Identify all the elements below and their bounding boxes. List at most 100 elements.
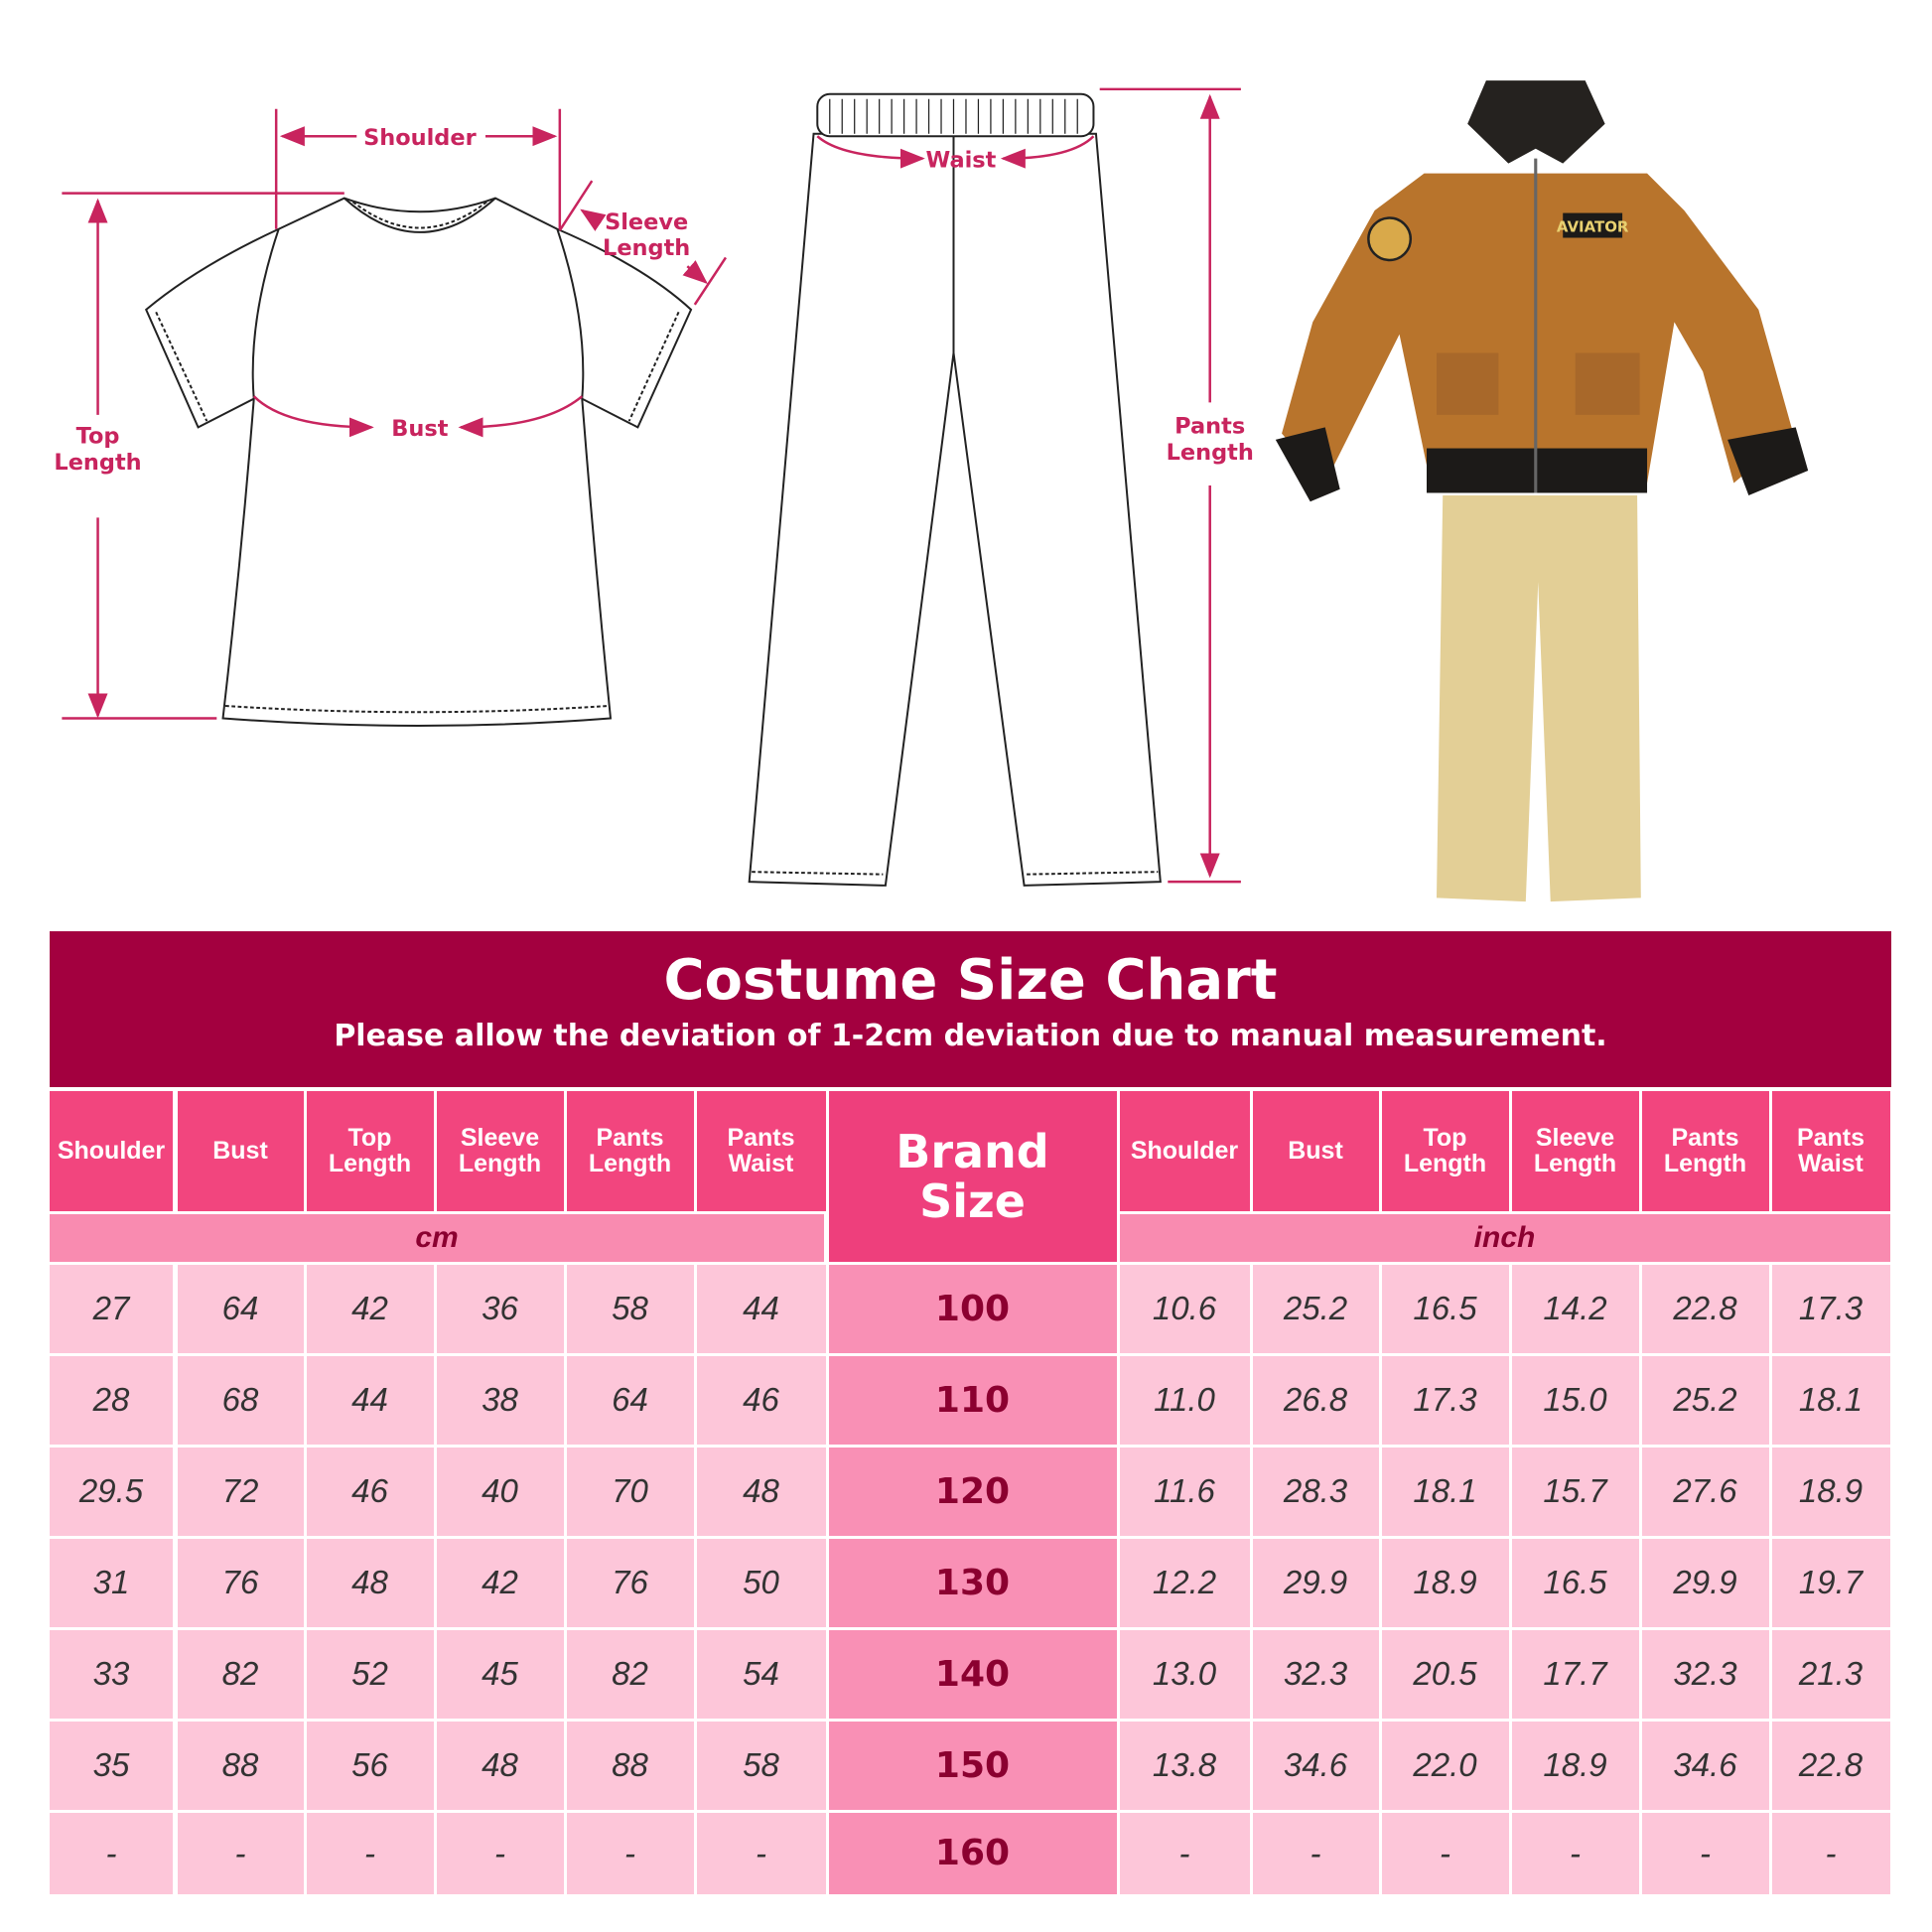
table-cell-inch: - — [1771, 1812, 1890, 1894]
table-cell-inch: 18.9 — [1381, 1538, 1509, 1627]
header-inch-3: Sleeve Length — [1511, 1090, 1639, 1211]
table-cell-cm: 42 — [436, 1538, 564, 1627]
table-cell-brand-size: 110 — [828, 1355, 1117, 1445]
table-cell-cm: 36 — [436, 1264, 564, 1353]
header-inch-4: Pants Length — [1641, 1090, 1769, 1211]
table-cell-cm: 48 — [436, 1721, 564, 1810]
table-cell-brand-size: 130 — [828, 1538, 1117, 1627]
top-length-label-2: Length — [54, 450, 141, 476]
table-cell-inch: 32.3 — [1252, 1629, 1379, 1719]
unit-inch: inch — [1119, 1213, 1890, 1262]
table-cell-inch: 18.1 — [1771, 1355, 1890, 1445]
unit-cm: cm — [50, 1213, 824, 1262]
table-cell-cm: 76 — [177, 1538, 304, 1627]
table-cell-cm: 88 — [566, 1721, 694, 1810]
table-cell-inch: - — [1641, 1812, 1769, 1894]
table-cell-inch: 10.6 — [1119, 1264, 1250, 1353]
table-cell-cm: 54 — [696, 1629, 826, 1719]
table-cell-inch: 16.5 — [1511, 1538, 1639, 1627]
table-cell-cm: 64 — [566, 1355, 694, 1445]
table-cell-inch: - — [1119, 1812, 1250, 1894]
table-cell-cm: 45 — [436, 1629, 564, 1719]
chart-banner: Costume Size Chart Please allow the devi… — [50, 931, 1891, 1087]
table-cell-inch: - — [1381, 1812, 1509, 1894]
table-cell-cm: 35 — [50, 1721, 173, 1810]
header-inch-2: Top Length — [1381, 1090, 1509, 1211]
table-cell-inch: 20.5 — [1381, 1629, 1509, 1719]
header-inch-1: Bust — [1252, 1090, 1379, 1211]
chart-subtitle: Please allow the deviation of 1-2cm devi… — [334, 1019, 1607, 1053]
table-cell-inch: 11.0 — [1119, 1355, 1250, 1445]
table-cell-cm: 58 — [696, 1721, 826, 1810]
patch-label: AVIATOR — [1557, 217, 1629, 235]
table-cell-cm: 44 — [306, 1355, 434, 1445]
table-cell-cm: 38 — [436, 1355, 564, 1445]
header-cm-1: Bust — [177, 1090, 304, 1211]
table-cell-inch: 25.2 — [1252, 1264, 1379, 1353]
table-cell-brand-size: 120 — [828, 1447, 1117, 1536]
pants-length-label-1: Pants — [1174, 414, 1245, 440]
table-cell-inch: 29.9 — [1641, 1538, 1769, 1627]
table-cell-cm: 68 — [177, 1355, 304, 1445]
header-cm-2: Top Length — [306, 1090, 434, 1211]
table-cell-cm: 31 — [50, 1538, 173, 1627]
table-cell-cm: 82 — [177, 1629, 304, 1719]
header-cm-3: Sleeve Length — [436, 1090, 564, 1211]
chart-title: Costume Size Chart — [663, 948, 1278, 1013]
table-cell-cm: 72 — [177, 1447, 304, 1536]
table-cell-inch: 22.0 — [1381, 1721, 1509, 1810]
table-cell-cm: 29.5 — [50, 1447, 173, 1536]
table-cell-inch: 22.8 — [1771, 1721, 1890, 1810]
header-cm-0: Shoulder — [50, 1090, 173, 1211]
table-cell-inch: 15.7 — [1511, 1447, 1639, 1536]
table-cell-inch: 12.2 — [1119, 1538, 1250, 1627]
table-cell-cm: 28 — [50, 1355, 173, 1445]
table-cell-cm: 52 — [306, 1629, 434, 1719]
garment-diagrams: AVIATOR Shoulder Sleeve Length Top Lengt… — [54, 80, 1809, 902]
table-cell-inch: 21.3 — [1771, 1629, 1890, 1719]
bust-label: Bust — [391, 416, 448, 442]
table-cell-cm: 76 — [566, 1538, 694, 1627]
table-cell-inch: - — [1511, 1812, 1639, 1894]
table-cell-inch: 15.0 — [1511, 1355, 1639, 1445]
table-cell-brand-size: 140 — [828, 1629, 1117, 1719]
table-cell-inch: 17.3 — [1381, 1355, 1509, 1445]
header-cm-4: Pants Length — [566, 1090, 694, 1211]
table-cell-cm: 82 — [566, 1629, 694, 1719]
table-cell-inch: 19.7 — [1771, 1538, 1890, 1627]
table-cell-inch: 18.9 — [1511, 1721, 1639, 1810]
shoulder-label: Shoulder — [363, 125, 477, 151]
table-cell-cm: - — [306, 1812, 434, 1894]
table-cell-cm: 42 — [306, 1264, 434, 1353]
t-shirt-diagram — [144, 197, 693, 727]
table-cell-cm: 46 — [306, 1447, 434, 1536]
table-cell-inch: 29.9 — [1252, 1538, 1379, 1627]
table-cell-inch: 26.8 — [1252, 1355, 1379, 1445]
table-cell-cm: 50 — [696, 1538, 826, 1627]
table-cell-inch: 34.6 — [1252, 1721, 1379, 1810]
top-length-label-1: Top — [76, 424, 120, 450]
table-cell-inch: - — [1252, 1812, 1379, 1894]
waist-label: Waist — [926, 147, 997, 173]
table-cell-inch: 14.2 — [1511, 1264, 1639, 1353]
sleeve-length-label-2: Length — [603, 235, 690, 261]
table-cell-cm: 33 — [50, 1629, 173, 1719]
table-cell-inch: 11.6 — [1119, 1447, 1250, 1536]
pants-length-label-2: Length — [1167, 440, 1254, 466]
table-cell-cm: 58 — [566, 1264, 694, 1353]
header-cm-5: Pants Waist — [696, 1090, 826, 1211]
table-cell-inch: 27.6 — [1641, 1447, 1769, 1536]
pants-diagram — [748, 92, 1162, 887]
table-cell-inch: 34.6 — [1641, 1721, 1769, 1810]
table-cell-brand-size: 160 — [828, 1812, 1117, 1894]
table-cell-cm: 48 — [696, 1447, 826, 1536]
table-cell-cm: 56 — [306, 1721, 434, 1810]
sleeve-length-label-1: Sleeve — [605, 209, 688, 235]
table-cell-cm: 27 — [50, 1264, 173, 1353]
table-cell-inch: 28.3 — [1252, 1447, 1379, 1536]
table-cell-cm: 46 — [696, 1355, 826, 1445]
table-cell-inch: 17.7 — [1511, 1629, 1639, 1719]
table-cell-cm: - — [50, 1812, 173, 1894]
table-cell-inch: 13.8 — [1119, 1721, 1250, 1810]
costume-photo: AVIATOR — [1275, 80, 1809, 902]
